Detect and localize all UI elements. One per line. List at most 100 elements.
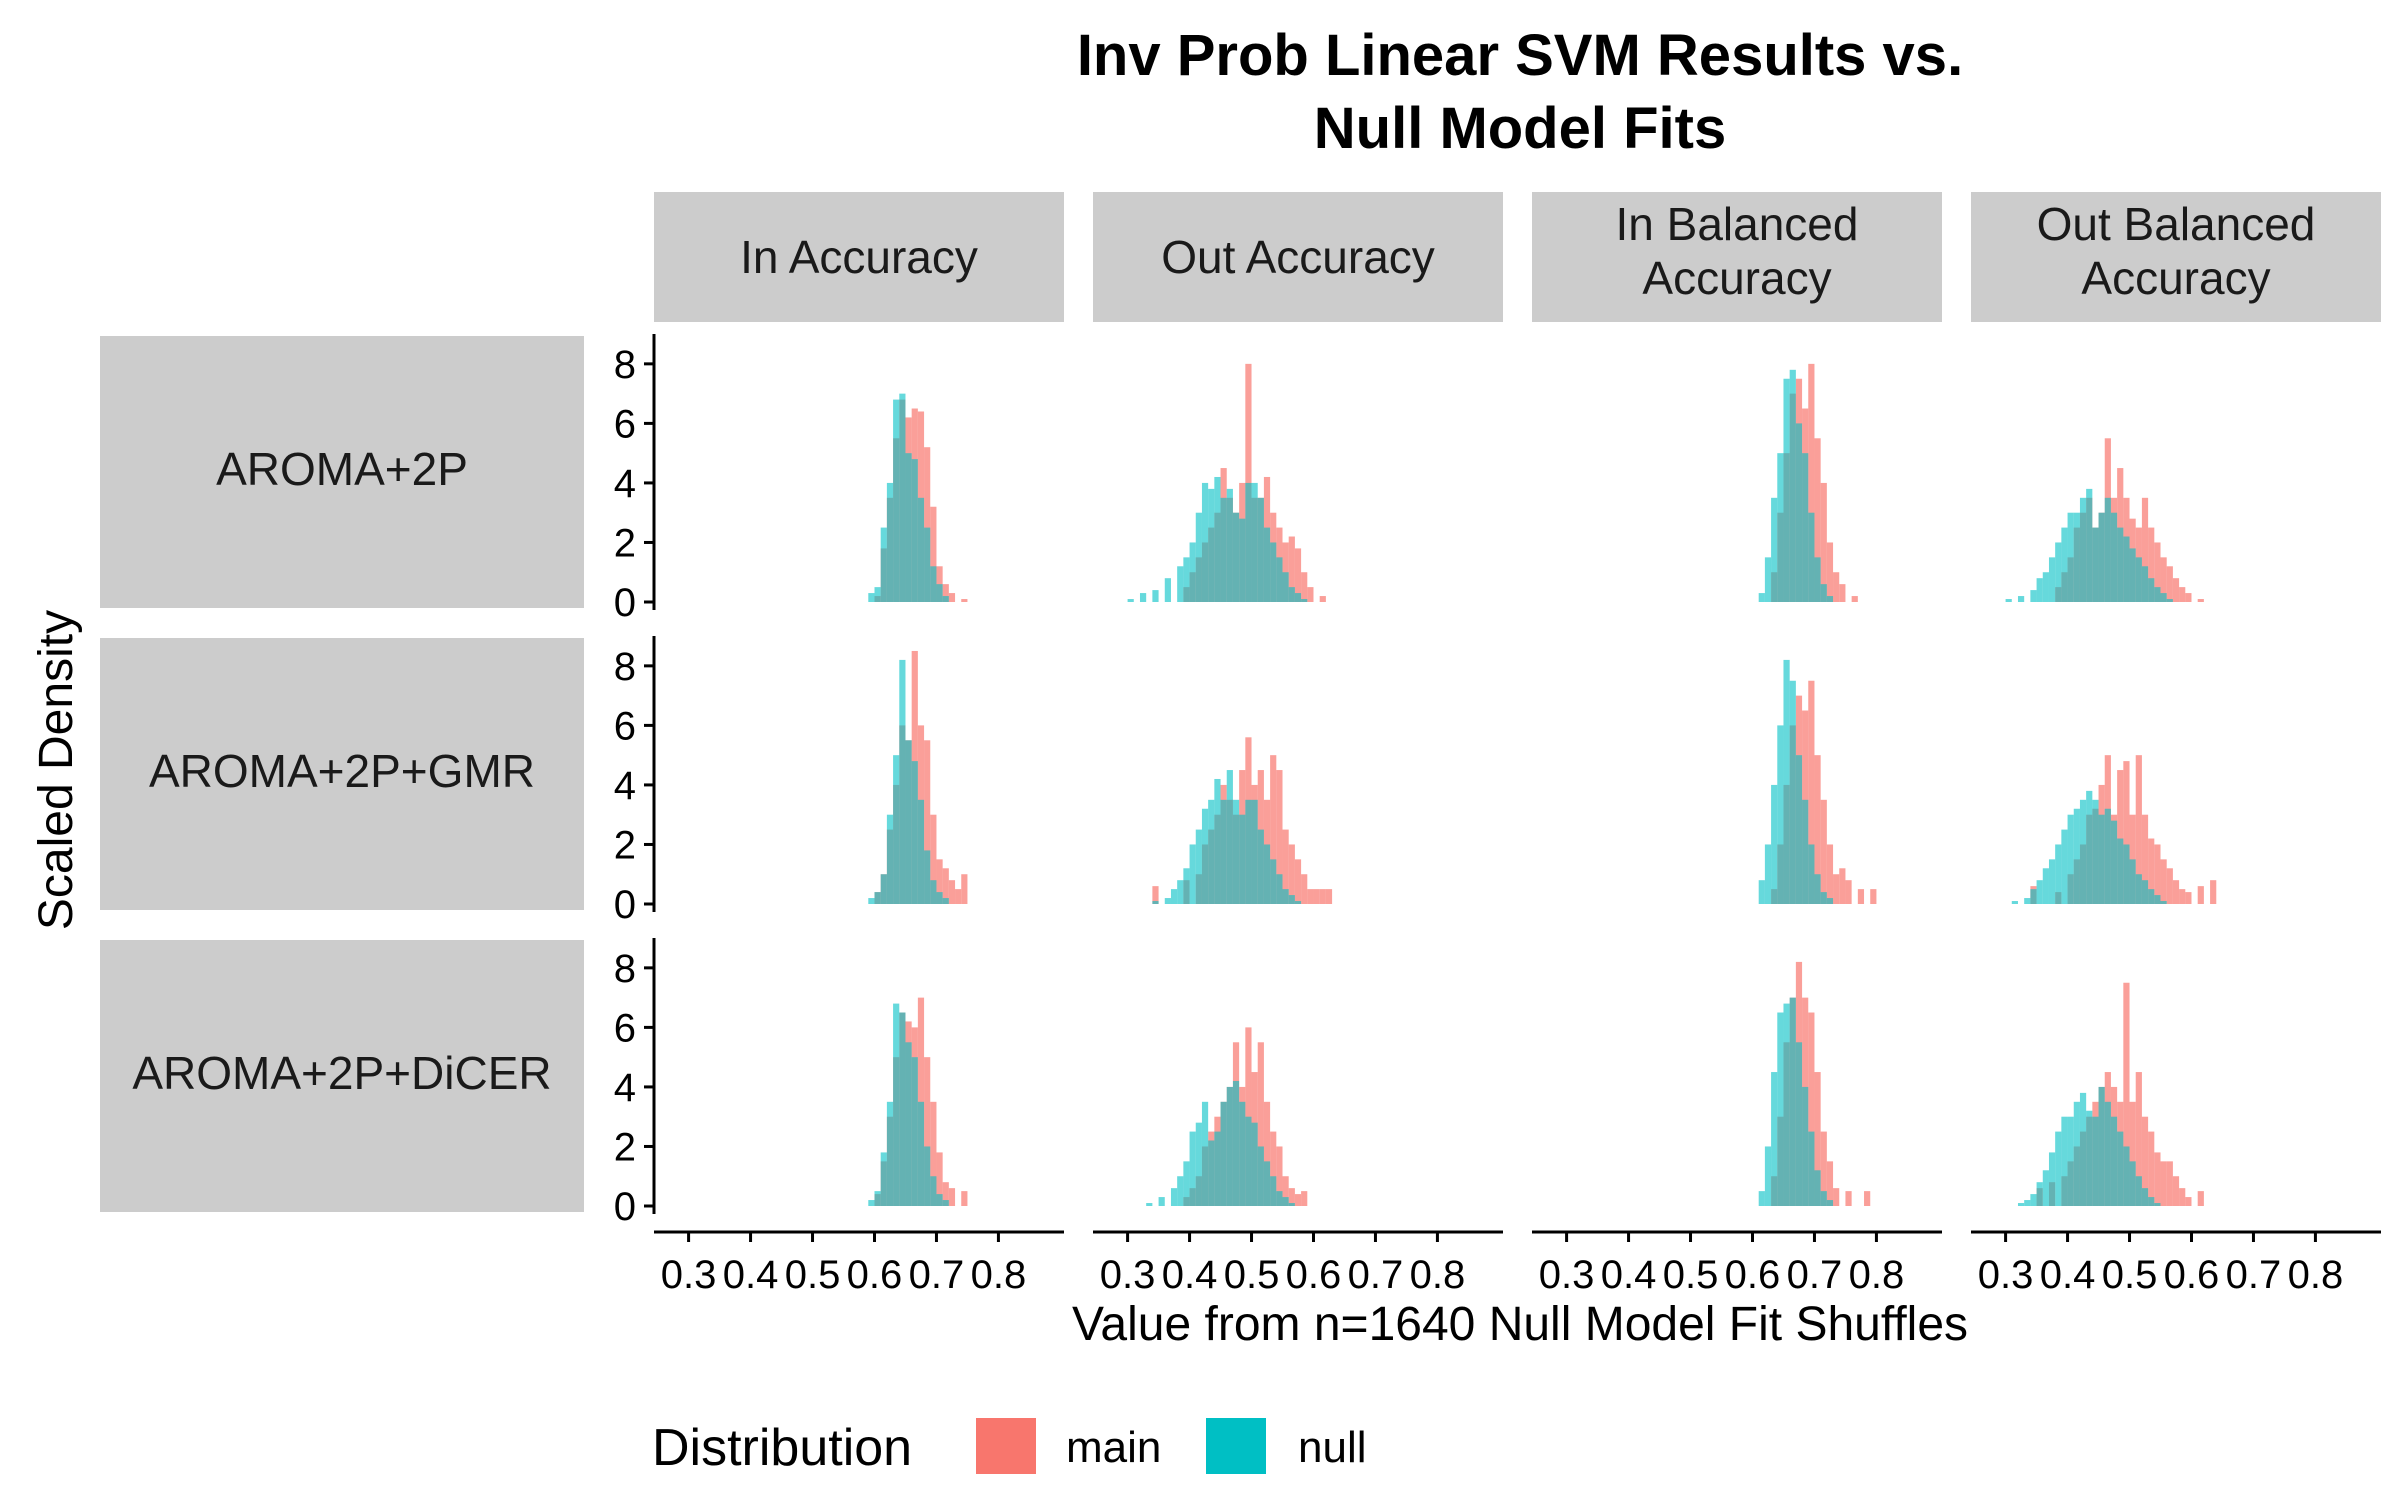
hist-bar-main xyxy=(2154,1152,2161,1206)
hist-bar-null xyxy=(886,814,894,904)
hist-bar-main xyxy=(2123,982,2130,1206)
hist-bar-null xyxy=(2042,868,2049,904)
hist-bar-null xyxy=(2148,889,2155,904)
row-strip-aroma-2p xyxy=(100,336,584,608)
hist-bar-null xyxy=(2017,1203,2025,1206)
hist-bar-null xyxy=(2166,599,2173,602)
hist-bar-main xyxy=(2185,1197,2192,1206)
row-strip-label-aroma-2p: AROMA+2P xyxy=(216,443,468,495)
hist-bar-null xyxy=(2129,859,2136,904)
legend-title: Distribution xyxy=(652,1419,912,1477)
hist-bar-null xyxy=(2067,512,2074,602)
hist-bar-null xyxy=(2030,1194,2037,1206)
x-tick-label: 0.3 xyxy=(1539,1253,1595,1297)
hist-bar-main xyxy=(1276,770,1283,904)
hist-bar-null xyxy=(886,482,894,602)
hist-bar-null xyxy=(2067,1116,2074,1206)
hist-bar-null xyxy=(1802,799,1809,904)
x-tick-label: 0.8 xyxy=(971,1253,1027,1297)
hist-bar-null xyxy=(1795,755,1803,904)
hist-bar-null xyxy=(2092,1116,2099,1206)
hist-bar-null xyxy=(1152,901,1159,904)
hist-bar-main xyxy=(2179,889,2186,904)
hist-bar-null xyxy=(917,497,925,602)
hist-bar-main xyxy=(1820,1131,1827,1206)
hist-bar-null xyxy=(2055,1131,2062,1206)
hist-bar-main xyxy=(2166,1161,2173,1206)
hist-bar-main xyxy=(1294,859,1302,904)
hist-bar-main xyxy=(1301,572,1308,602)
y-tick-label: 0 xyxy=(614,883,636,927)
hist-bar-main xyxy=(1294,1194,1302,1206)
hist-bar-null xyxy=(2110,512,2118,602)
x-tick-label: 0.4 xyxy=(723,1253,779,1297)
hist-bar-null xyxy=(1257,1146,1264,1206)
hist-bar-main xyxy=(2148,838,2155,904)
hist-bar-main xyxy=(1282,829,1289,904)
hist-bar-null xyxy=(1276,557,1283,602)
hist-bar-main xyxy=(1270,755,1277,904)
hist-bar-null xyxy=(936,584,943,602)
x-tick-label: 0.6 xyxy=(847,1253,903,1297)
hist-bar-main xyxy=(1301,1191,1308,1206)
x-tick-label: 0.4 xyxy=(1162,1253,1218,1297)
hist-bar-null xyxy=(893,399,900,602)
hist-bar-null xyxy=(2110,820,2118,904)
y-tick-label: 0 xyxy=(614,1185,636,1229)
x-tick-label: 0.8 xyxy=(1849,1253,1905,1297)
hist-bar-null xyxy=(1758,1191,1765,1206)
hist-bar-main xyxy=(1870,889,1877,904)
hist-bar-null xyxy=(1771,497,1778,602)
x-tick-label: 0.6 xyxy=(1725,1253,1781,1297)
chart-title-line-2: Null Model Fits xyxy=(1314,96,1726,161)
hist-bar-null xyxy=(1814,1170,1821,1206)
hist-bar-null xyxy=(2030,590,2037,602)
hist-bar-null xyxy=(874,892,881,904)
hist-bar-null xyxy=(1220,799,1227,904)
hist-bar-main xyxy=(924,1057,931,1206)
hist-bar-null xyxy=(1802,453,1809,602)
y-tick-label: 6 xyxy=(614,704,636,748)
hist-bar-main xyxy=(930,814,937,904)
hist-bar-null xyxy=(911,459,918,602)
hist-bar-null xyxy=(2030,889,2037,904)
hist-bar-main xyxy=(1814,755,1821,904)
hist-bar-null xyxy=(1808,1131,1815,1206)
hist-bar-null xyxy=(899,393,906,602)
row-strip-aroma-2p-gmr xyxy=(100,638,584,910)
y-tick-label: 8 xyxy=(614,947,636,991)
legend: Distribution main null xyxy=(652,1418,1367,1477)
hist-bar-null xyxy=(1257,497,1264,602)
hist-bar-main xyxy=(930,1101,937,1206)
x-tick-label: 0.8 xyxy=(2288,1253,2344,1297)
hist-bar-main xyxy=(936,859,943,904)
hist-bar-null xyxy=(2148,578,2155,602)
hist-bar-null xyxy=(2061,527,2068,602)
hist-bar-main xyxy=(1857,889,1865,904)
hist-bar-null xyxy=(2123,844,2130,904)
hist-bar-main xyxy=(955,889,962,904)
hist-bar-null xyxy=(905,740,912,904)
hist-bar-main xyxy=(936,1152,943,1206)
legend-swatch-null xyxy=(1206,1418,1266,1474)
hist-bar-null xyxy=(1802,1086,1809,1206)
hist-bar-null xyxy=(1226,488,1233,602)
hist-bar-main xyxy=(1814,438,1821,602)
hist-bar-null xyxy=(2135,874,2142,904)
hist-bar-null xyxy=(2117,838,2124,904)
hist-bar-main xyxy=(2141,814,2149,904)
hist-bar-main xyxy=(2160,859,2167,904)
hist-bar-null xyxy=(2048,859,2056,904)
hist-bar-null xyxy=(1808,844,1815,904)
hist-bar-null xyxy=(1239,518,1246,602)
hist-bar-main xyxy=(2179,587,2186,602)
hist-bar-null xyxy=(1764,1146,1772,1206)
hist-bar-null xyxy=(2135,557,2142,602)
y-tick-label: 6 xyxy=(614,1006,636,1050)
hist-bar-null xyxy=(2141,566,2149,602)
chart-title-line-1: Inv Prob Linear SVM Results vs. xyxy=(1077,23,1963,88)
hist-bar-null xyxy=(2048,557,2056,602)
hist-bar-null xyxy=(1164,578,1171,602)
x-tick-label: 0.5 xyxy=(785,1253,841,1297)
hist-bar-null xyxy=(1777,1012,1784,1206)
